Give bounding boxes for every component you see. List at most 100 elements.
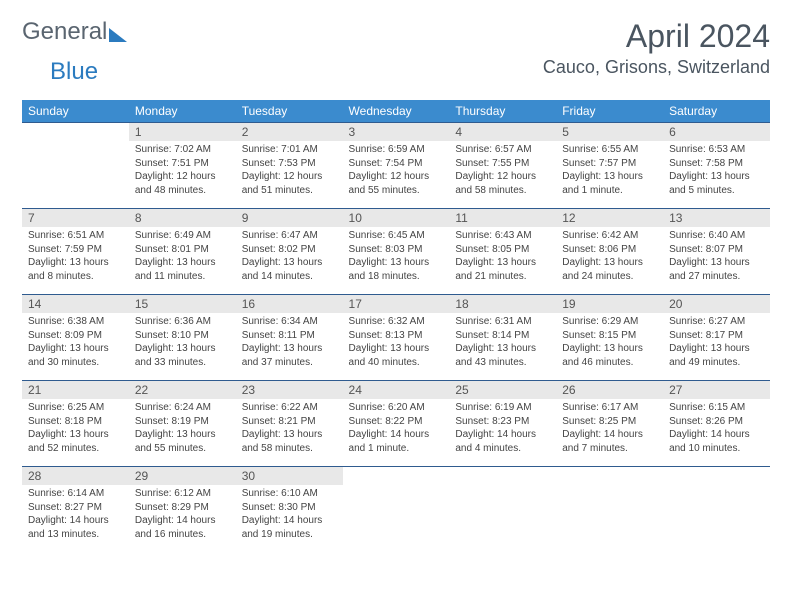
day-cell: 5Sunrise: 6:55 AMSunset: 7:57 PMDaylight… (556, 123, 663, 209)
sunset-text: Sunset: 8:03 PM (349, 243, 444, 257)
daylight-text: Daylight: 13 hours and 14 minutes. (242, 256, 337, 283)
day-number: 12 (556, 209, 663, 227)
day-data: Sunrise: 6:22 AMSunset: 8:21 PMDaylight:… (236, 399, 343, 459)
daylight-text: Daylight: 13 hours and 37 minutes. (242, 342, 337, 369)
day-cell: 24Sunrise: 6:20 AMSunset: 8:22 PMDayligh… (343, 381, 450, 467)
day-cell: 17Sunrise: 6:32 AMSunset: 8:13 PMDayligh… (343, 295, 450, 381)
daylight-text: Daylight: 13 hours and 43 minutes. (455, 342, 550, 369)
day-data: Sunrise: 7:02 AMSunset: 7:51 PMDaylight:… (129, 141, 236, 201)
day-cell: 28Sunrise: 6:14 AMSunset: 8:27 PMDayligh… (22, 467, 129, 553)
sunrise-text: Sunrise: 6:14 AM (28, 487, 123, 501)
day-data: Sunrise: 6:55 AMSunset: 7:57 PMDaylight:… (556, 141, 663, 201)
sunset-text: Sunset: 8:30 PM (242, 501, 337, 515)
daylight-text: Daylight: 14 hours and 4 minutes. (455, 428, 550, 455)
day-data: Sunrise: 6:24 AMSunset: 8:19 PMDaylight:… (129, 399, 236, 459)
sunrise-text: Sunrise: 7:02 AM (135, 143, 230, 157)
day-number: 28 (22, 467, 129, 485)
day-cell: 3Sunrise: 6:59 AMSunset: 7:54 PMDaylight… (343, 123, 450, 209)
daylight-text: Daylight: 13 hours and 27 minutes. (669, 256, 764, 283)
dow-friday: Friday (556, 100, 663, 123)
day-cell (343, 467, 450, 553)
sunrise-text: Sunrise: 6:36 AM (135, 315, 230, 329)
day-cell: 19Sunrise: 6:29 AMSunset: 8:15 PMDayligh… (556, 295, 663, 381)
day-number: 21 (22, 381, 129, 399)
day-cell: 15Sunrise: 6:36 AMSunset: 8:10 PMDayligh… (129, 295, 236, 381)
day-cell: 14Sunrise: 6:38 AMSunset: 8:09 PMDayligh… (22, 295, 129, 381)
sunrise-text: Sunrise: 6:47 AM (242, 229, 337, 243)
sunset-text: Sunset: 7:55 PM (455, 157, 550, 171)
day-number-empty (449, 467, 556, 485)
sunrise-text: Sunrise: 6:25 AM (28, 401, 123, 415)
week-row: 7 Sunrise: 6:51 AMSunset: 7:59 PM Daylight… (22, 209, 770, 295)
logo: General (22, 18, 131, 46)
sunrise-text: Sunrise: 6:51 AM (28, 229, 123, 243)
day-number: 5 (556, 123, 663, 141)
day-number: 25 (449, 381, 556, 399)
day-cell (449, 467, 556, 553)
day-cell: 11Sunrise: 6:43 AMSunset: 8:05 PMDayligh… (449, 209, 556, 295)
day-cell (22, 123, 129, 209)
sunrise-text: Sunrise: 6:53 AM (669, 143, 764, 157)
day-cell (663, 467, 770, 553)
day-number: 23 (236, 381, 343, 399)
daylight-text: Daylight: 13 hours and 24 minutes. (562, 256, 657, 283)
dow-thursday: Thursday (449, 100, 556, 123)
daylight-text: Daylight: 13 hours and 58 minutes. (242, 428, 337, 455)
sunrise-text: Sunrise: 6:20 AM (349, 401, 444, 415)
day-data: Sunrise: 6:20 AMSunset: 8:22 PMDaylight:… (343, 399, 450, 459)
sunset-text: Sunset: 8:27 PM (28, 501, 123, 515)
sunrise-text: Sunrise: 6:17 AM (562, 401, 657, 415)
sunset-text: Sunset: 8:10 PM (135, 329, 230, 343)
day-data: Sunrise: 6:17 AMSunset: 8:25 PMDaylight:… (556, 399, 663, 459)
day-number: 15 (129, 295, 236, 313)
day-number: 30 (236, 467, 343, 485)
day-cell: 9Sunrise: 6:47 AMSunset: 8:02 PMDaylight… (236, 209, 343, 295)
day-cell: 29Sunrise: 6:12 AMSunset: 8:29 PMDayligh… (129, 467, 236, 553)
day-number: 7 (22, 209, 129, 227)
day-cell: 18Sunrise: 6:31 AMSunset: 8:14 PMDayligh… (449, 295, 556, 381)
day-data: Sunrise: 6:10 AMSunset: 8:30 PMDaylight:… (236, 485, 343, 545)
sunset-text: Sunset: 8:18 PM (28, 415, 123, 429)
day-data: Sunrise: 6:45 AMSunset: 8:03 PMDaylight:… (343, 227, 450, 287)
sunrise-text: Sunrise: 6:38 AM (28, 315, 123, 329)
day-number: 3 (343, 123, 450, 141)
day-number: 20 (663, 295, 770, 313)
days-of-week-row: Sunday Monday Tuesday Wednesday Thursday… (22, 100, 770, 123)
sunset-text: Sunset: 8:17 PM (669, 329, 764, 343)
day-cell: 27Sunrise: 6:15 AMSunset: 8:26 PMDayligh… (663, 381, 770, 467)
daylight-text: Daylight: 12 hours and 55 minutes. (349, 170, 444, 197)
sunset-text: Sunset: 8:01 PM (135, 243, 230, 257)
sunset-text: Sunset: 8:22 PM (349, 415, 444, 429)
day-number: 8 (129, 209, 236, 227)
daylight-text: Daylight: 13 hours and 18 minutes. (349, 256, 444, 283)
day-cell: 20Sunrise: 6:27 AMSunset: 8:17 PMDayligh… (663, 295, 770, 381)
day-number: 4 (449, 123, 556, 141)
sunrise-text: Sunrise: 6:34 AM (242, 315, 337, 329)
sunset-text: Sunset: 8:13 PM (349, 329, 444, 343)
calendar-table: Sunday Monday Tuesday Wednesday Thursday… (22, 100, 770, 553)
sunrise-text: Sunrise: 6:49 AM (135, 229, 230, 243)
week-row: 14Sunrise: 6:38 AMSunset: 8:09 PMDayligh… (22, 295, 770, 381)
sunset-text: Sunset: 8:05 PM (455, 243, 550, 257)
day-cell: 30Sunrise: 6:10 AMSunset: 8:30 PMDayligh… (236, 467, 343, 553)
sunset-text: Sunset: 7:54 PM (349, 157, 444, 171)
sunset-text: Sunset: 7:59 PM (28, 243, 123, 257)
logo-triangle-icon (109, 28, 127, 42)
day-data: Sunrise: 6:47 AMSunset: 8:02 PMDaylight:… (236, 227, 343, 287)
day-data: Sunrise: 7:01 AMSunset: 7:53 PMDaylight:… (236, 141, 343, 201)
day-data: Sunrise: 6:32 AMSunset: 8:13 PMDaylight:… (343, 313, 450, 373)
day-number: 26 (556, 381, 663, 399)
sunrise-text: Sunrise: 6:15 AM (669, 401, 764, 415)
sunrise-text: Sunrise: 6:45 AM (349, 229, 444, 243)
day-number: 2 (236, 123, 343, 141)
week-row: 28Sunrise: 6:14 AMSunset: 8:27 PMDayligh… (22, 467, 770, 553)
sunrise-text: Sunrise: 6:40 AM (669, 229, 764, 243)
day-data: Sunrise: 6:59 AMSunset: 7:54 PMDaylight:… (343, 141, 450, 201)
location-text: Cauco, Grisons, Switzerland (543, 57, 770, 78)
sunrise-text: Sunrise: 6:42 AM (562, 229, 657, 243)
day-cell: 21Sunrise: 6:25 AMSunset: 8:18 PMDayligh… (22, 381, 129, 467)
daylight-text: Daylight: 14 hours and 1 minute. (349, 428, 444, 455)
day-number: 9 (236, 209, 343, 227)
sunset-text: Sunset: 7:58 PM (669, 157, 764, 171)
day-data: Sunrise: 6:34 AMSunset: 8:11 PMDaylight:… (236, 313, 343, 373)
